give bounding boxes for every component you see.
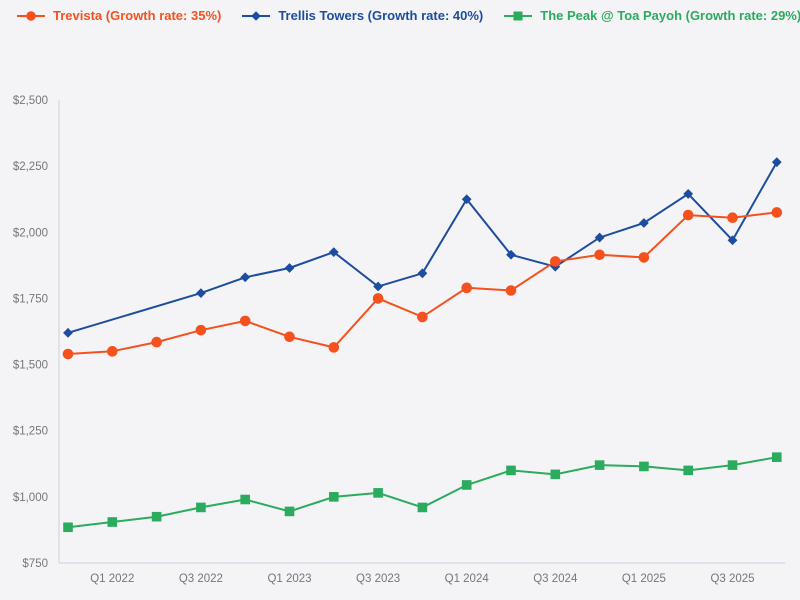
data-point-the-peak-toa-payoh [107,517,118,527]
chart-legend: Trevista (Growth rate: 35%) Trellis Towe… [16,8,800,23]
data-point-trevista [62,348,74,360]
data-point-trellis-towers [683,189,694,199]
data-point-trevista [284,331,295,343]
data-point-trevista [727,212,738,224]
data-point-trevista [461,282,473,294]
data-point-trellis-towers [240,272,251,283]
data-point-the-peak-toa-payoh [284,506,295,517]
data-point-trellis-towers [63,327,73,338]
legend-item[interactable]: Trellis Towers (Growth rate: 40%) [241,8,483,23]
data-point-trevista [417,311,428,323]
data-point-the-peak-toa-payoh [373,488,383,498]
data-point-the-peak-toa-payoh [727,460,738,470]
data-point-trellis-towers [417,268,428,279]
x-axis-tick-label: Q1 2024 [445,573,490,585]
data-point-trellis-towers [328,247,339,258]
diamond-legend-marker-icon [242,10,271,21]
series-line-trellis-towers [67,161,778,334]
data-point-the-peak-toa-payoh [639,461,649,472]
y-axis-tick-label: $1,250 [13,426,48,438]
data-point-trevista [771,207,783,218]
data-point-trevista [550,256,561,267]
data-point-the-peak-toa-payoh [683,465,693,476]
data-point-trellis-towers [594,232,605,243]
x-axis-tick-label: Q3 2022 [179,573,223,585]
data-point-trevista [372,293,384,304]
legend-series-label: Trevista (Growth rate: 35%) [53,8,222,23]
x-axis-tick-label: Q1 2025 [622,573,666,585]
data-point-trevista [195,324,207,336]
data-point-the-peak-toa-payoh [506,465,516,476]
data-point-trellis-towers [639,218,649,228]
y-axis-tick-label: $2,250 [13,161,48,173]
x-axis-tick-label: Q1 2022 [90,573,134,585]
data-point-the-peak-toa-payoh [240,494,250,505]
legend-item[interactable]: Trevista (Growth rate: 35%) [16,8,221,23]
y-axis-tick-label: $2,000 [13,227,48,239]
data-point-trevista [328,342,340,353]
legend-series-label: The Peak @ Toa Payoh (Growth rate: 29%) [540,8,800,23]
data-point-the-peak-toa-payoh [461,480,472,490]
data-point-trevista [505,285,517,296]
data-point-the-peak-toa-payoh [594,460,605,470]
data-point-trevista [151,336,162,348]
y-axis-tick-label: $750 [22,558,48,570]
y-axis-tick-label: $1,750 [13,293,48,305]
x-axis-tick-label: Q1 2023 [267,573,311,585]
series-line-trevista [67,211,777,355]
square-legend-marker-icon [504,11,533,20]
data-point-trellis-towers [727,235,738,246]
data-point-trevista [594,249,605,261]
data-point-trevista [638,252,650,263]
data-point-trellis-towers [506,249,516,260]
data-point-the-peak-toa-payoh [417,502,428,513]
data-point-trellis-towers [196,288,206,299]
data-point-the-peak-toa-payoh [63,522,73,533]
data-point-the-peak-toa-payoh [151,511,162,522]
data-point-trellis-towers [284,263,295,273]
data-point-trevista [239,315,251,327]
data-point-trellis-towers [461,194,472,205]
y-axis-tick-label: $1,000 [13,492,48,504]
data-point-the-peak-toa-payoh [550,469,561,480]
x-axis-tick-label: Q3 2025 [710,573,754,585]
legend-item[interactable]: The Peak @ Toa Payoh (Growth rate: 29%) [503,8,800,23]
series-line-the-peak-toa-payoh [67,456,777,529]
x-axis-tick-label: Q3 2023 [356,573,400,585]
data-point-the-peak-toa-payoh [772,452,782,462]
data-point-the-peak-toa-payoh [196,502,206,513]
data-point-trevista [107,346,118,357]
y-axis-tick-label: $1,500 [13,360,48,372]
legend-series-label: Trellis Towers (Growth rate: 40%) [278,8,484,23]
x-axis-tick-label: Q3 2024 [533,573,578,585]
data-point-trevista [682,209,694,221]
y-axis-tick-label: $2,500 [13,95,48,107]
data-point-the-peak-toa-payoh [329,492,339,502]
circle-legend-marker-icon [17,10,45,21]
data-point-trellis-towers [373,281,383,292]
data-point-trellis-towers [771,157,782,168]
